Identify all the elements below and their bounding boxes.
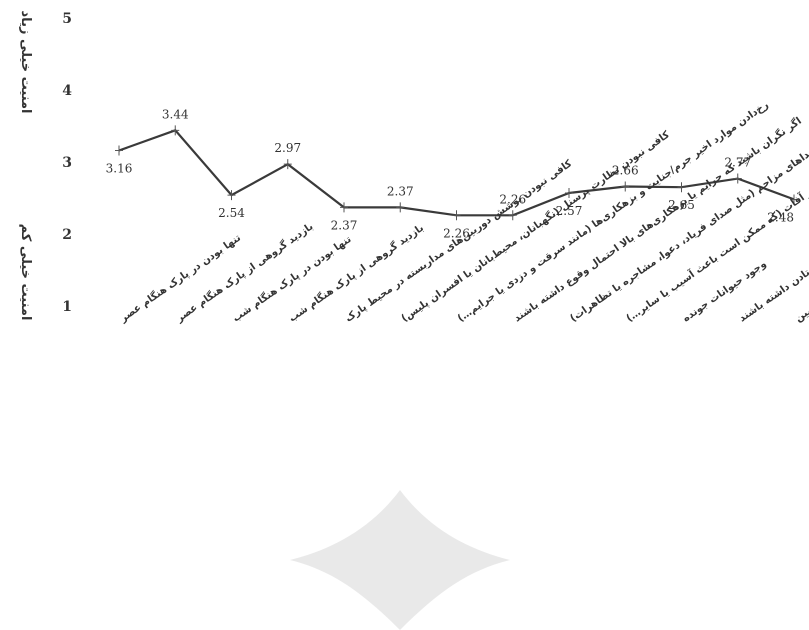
data-label: 3.44 xyxy=(162,107,189,121)
point-marker xyxy=(621,181,630,192)
y-axis-annotations: امنیت خیلی زیاد امنیت خیلی کم xyxy=(18,11,33,321)
y-axis-ticks: 1 2 3 4 5 xyxy=(62,11,72,315)
category-label: وجود درختان خطرناکی که احتمال افتادن داش… xyxy=(737,164,809,324)
category-label: کافی نبودن نظارت پرسنل (نگهبانان، محیط‌ب… xyxy=(399,128,672,325)
data-label: 2.77 xyxy=(724,156,751,170)
data-label: 2.65 xyxy=(668,198,695,212)
point-marker xyxy=(115,145,123,156)
data-label: 2.26 xyxy=(443,226,470,240)
y-tick-label: 2 xyxy=(62,227,72,243)
data-label: 2.37 xyxy=(331,218,358,232)
data-label: 2.57 xyxy=(556,204,583,218)
data-label: 2.26 xyxy=(499,192,526,206)
point-marker xyxy=(508,210,517,221)
point-markers xyxy=(115,125,798,221)
point-marker xyxy=(452,210,461,221)
y-tick-label: 3 xyxy=(62,155,72,171)
point-marker xyxy=(396,202,405,213)
data-labels: 3.16 3.44 2.54 2.97 2.37 2.37 2.26 2.26 2.57 2.66… xyxy=(106,107,794,240)
y-tick-label: 4 xyxy=(62,83,72,99)
data-label: 2.66 xyxy=(612,163,639,177)
point-marker xyxy=(790,194,798,205)
y-tick-label: 5 xyxy=(62,11,72,27)
watermark-emblem xyxy=(290,490,510,630)
point-marker xyxy=(227,190,236,201)
data-label: 2.48 xyxy=(767,210,794,224)
data-label: 2.37 xyxy=(387,184,414,198)
point-marker xyxy=(340,202,348,213)
data-label: 3.16 xyxy=(106,161,133,175)
data-label: 2.54 xyxy=(218,206,245,220)
line-chart: 1 2 3 4 5 امنیت خیلی زیاد امنیت خیلی کم 3.16… xyxy=(18,11,809,326)
y-annotation-bottom: امنیت خیلی کم xyxy=(18,224,33,321)
point-marker xyxy=(171,125,180,136)
point-marker xyxy=(733,173,742,184)
data-label: 2.97 xyxy=(274,141,301,155)
y-tick-label: 1 xyxy=(62,299,72,315)
point-marker xyxy=(283,159,292,170)
point-marker xyxy=(565,187,573,198)
point-marker xyxy=(677,182,686,193)
y-annotation-top: امنیت خیلی زیاد xyxy=(18,11,33,114)
